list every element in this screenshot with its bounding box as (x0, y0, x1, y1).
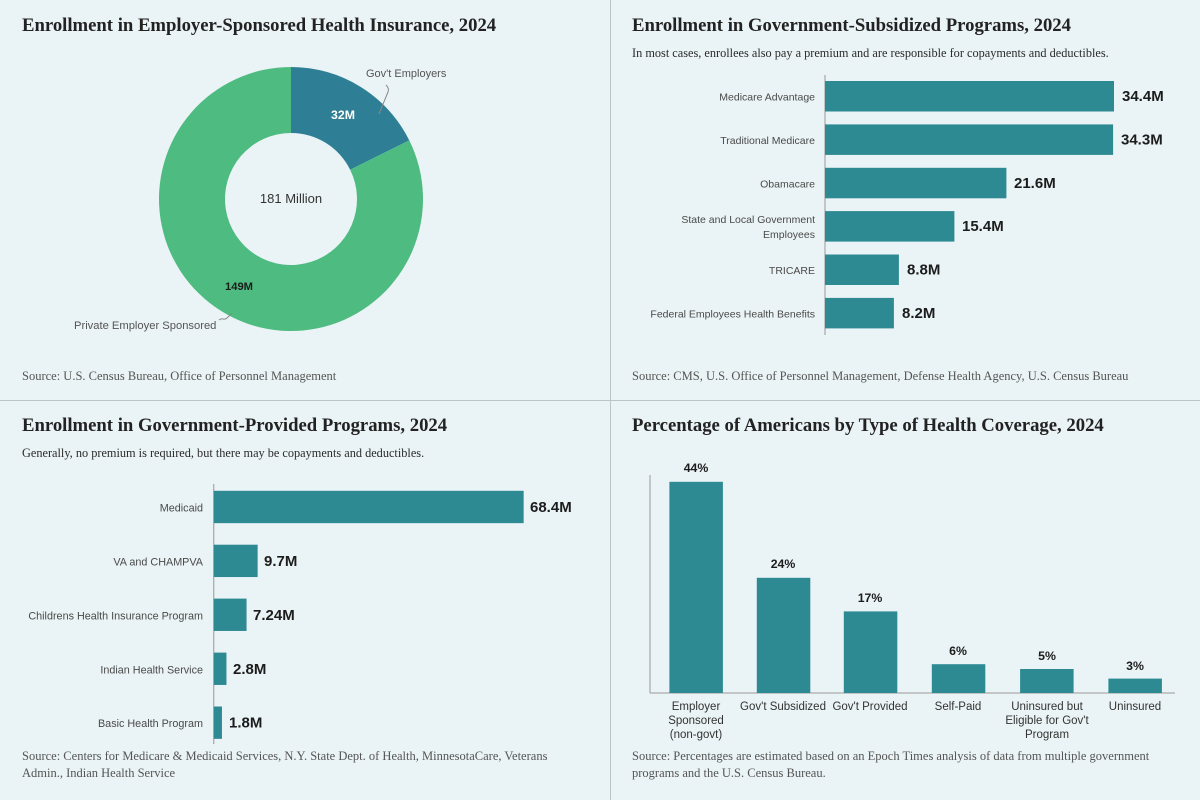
svg-text:2.8M: 2.8M (233, 661, 266, 678)
svg-text:Gov't Subsidized: Gov't Subsidized (740, 701, 826, 713)
svg-text:Obamacare: Obamacare (760, 178, 815, 190)
svg-text:TRICARE: TRICARE (769, 265, 815, 277)
svg-text:Gov't Provided: Gov't Provided (832, 701, 907, 713)
svg-text:Uninsured but: Uninsured but (1011, 701, 1083, 713)
svg-text:Self-Paid: Self-Paid (935, 701, 982, 713)
svg-text:149M: 149M (225, 281, 253, 293)
svg-text:VA and CHAMPVA: VA and CHAMPVA (113, 556, 203, 568)
svg-text:8.8M: 8.8M (907, 262, 940, 279)
svg-text:Gov't Employers: Gov't Employers (366, 68, 447, 80)
svg-text:5%: 5% (1038, 649, 1056, 663)
svg-text:34.3M: 34.3M (1121, 131, 1163, 148)
svg-text:8.2M: 8.2M (902, 305, 935, 322)
svg-text:Childrens Health Insurance Pro: Childrens Health Insurance Program (28, 610, 203, 622)
svg-text:Sponsored: Sponsored (668, 715, 724, 727)
svg-text:34.4M: 34.4M (1122, 88, 1164, 105)
svg-text:Uninsured: Uninsured (1109, 701, 1161, 713)
svg-text:15.4M: 15.4M (962, 218, 1004, 235)
svg-text:Medicaid: Medicaid (160, 503, 203, 515)
svg-text:Private Employer Sponsored: Private Employer Sponsored (74, 320, 216, 332)
svg-text:State and Local Government: State and Local Government (681, 214, 815, 226)
svg-text:181 Million: 181 Million (260, 191, 322, 206)
svg-text:21.6M: 21.6M (1014, 175, 1056, 192)
svg-text:3%: 3% (1126, 659, 1144, 673)
svg-text:17%: 17% (858, 591, 883, 605)
svg-text:9.7M: 9.7M (264, 553, 297, 570)
svg-text:6%: 6% (949, 644, 967, 658)
svg-text:Eligible for Gov't: Eligible for Gov't (1005, 715, 1089, 727)
svg-text:Program: Program (1025, 729, 1069, 741)
svg-text:Medicare Advantage: Medicare Advantage (719, 92, 815, 104)
svg-text:(non-govt): (non-govt) (670, 729, 723, 741)
svg-text:24%: 24% (771, 557, 796, 571)
svg-text:32M: 32M (331, 108, 355, 122)
svg-text:68.4M: 68.4M (530, 499, 572, 516)
svg-text:Basic Health Program: Basic Health Program (98, 718, 203, 730)
svg-text:7.24M: 7.24M (253, 607, 295, 624)
svg-text:Traditional Medicare: Traditional Medicare (720, 135, 815, 147)
svg-text:1.8M: 1.8M (229, 715, 262, 732)
svg-text:44%: 44% (684, 461, 709, 475)
svg-text:Employees: Employees (763, 229, 815, 241)
svg-text:Indian Health Service: Indian Health Service (100, 664, 203, 676)
svg-text:Federal Employees Health Benef: Federal Employees Health Benefits (650, 308, 815, 320)
svg-text:Employer: Employer (672, 701, 721, 713)
